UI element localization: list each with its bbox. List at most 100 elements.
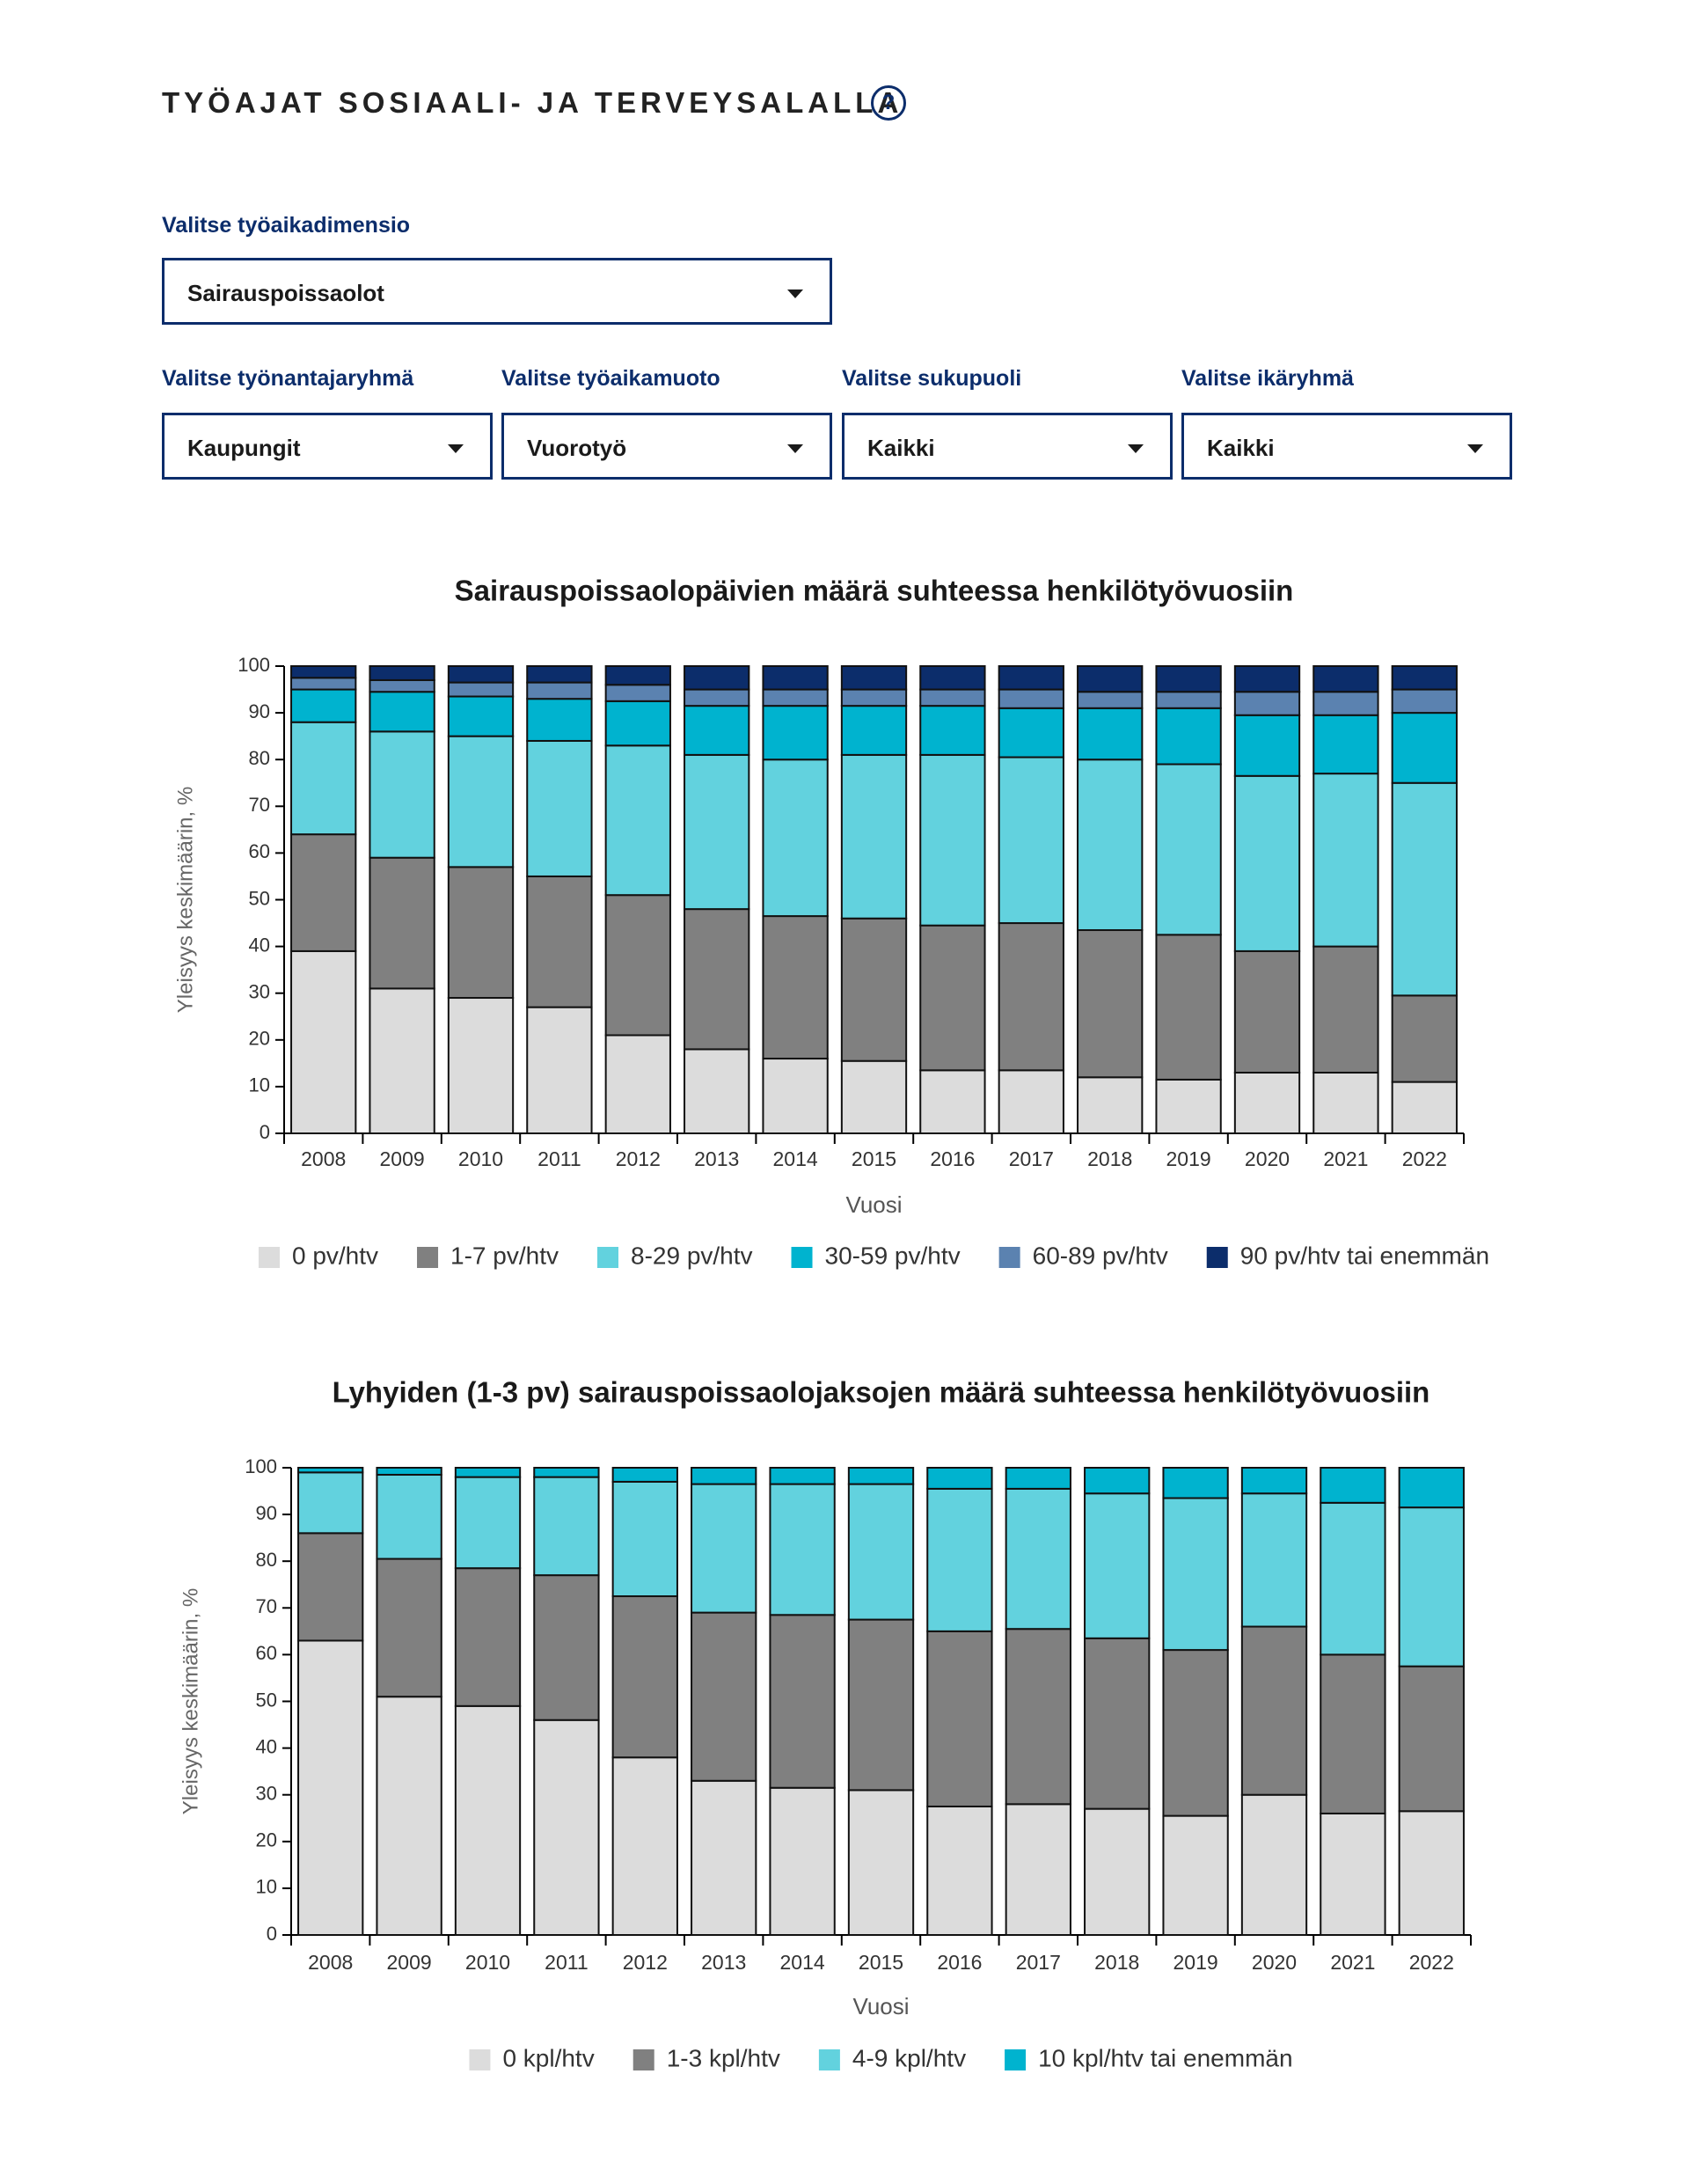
bar-segment [1155, 934, 1222, 1081]
bar-segment [1077, 665, 1144, 693]
control-label: Valitse ikäryhmä [1181, 366, 1354, 391]
bar-segment [998, 707, 1064, 759]
bar-segment [1240, 1793, 1308, 1936]
bar-segment [769, 1467, 836, 1485]
bar-segment [762, 665, 829, 691]
bar-segment [369, 730, 435, 859]
bar-segment [762, 1058, 829, 1135]
bar-segment [840, 705, 908, 756]
bar-segment [998, 1069, 1064, 1134]
bar-segment [684, 665, 750, 691]
legend-label: 8-29 pv/htv [631, 1242, 753, 1269]
bar-segment [1312, 945, 1379, 1074]
x-tick-label: 2010 [465, 1951, 510, 1974]
bar-segment [1233, 949, 1301, 1074]
x-tick-label: 2012 [616, 1147, 661, 1170]
bar-segment [1312, 773, 1379, 948]
x-tick-label: 2011 [537, 1147, 581, 1170]
legend-swatch [596, 1247, 618, 1268]
y-tick-label: 0 [267, 1923, 277, 1945]
x-axis-label: Vuosi [852, 1993, 909, 2019]
control-label: Valitse työaikamuoto [501, 366, 720, 391]
bar-segment [611, 1480, 678, 1598]
y-tick-label: 70 [249, 794, 270, 816]
bar-segment [762, 915, 829, 1060]
bar-segment [297, 1467, 364, 1474]
bar-segment [369, 987, 435, 1135]
bar-segment [926, 1630, 993, 1807]
bar-segment [376, 1557, 442, 1698]
y-tick-label: 20 [256, 1829, 277, 1851]
x-tick-label: 2018 [1094, 1951, 1139, 1974]
bar-segment [376, 1467, 442, 1476]
bar-segment [1398, 1665, 1465, 1813]
bar-segment [376, 1696, 442, 1936]
y-tick-label: 30 [249, 981, 270, 1003]
legend-swatch [632, 2049, 654, 2070]
legend-swatch [818, 2049, 840, 2070]
bar-segment [533, 1719, 600, 1936]
bar-segment [1084, 1637, 1151, 1810]
x-tick-label: 2021 [1323, 1147, 1368, 1170]
bar-segment [526, 698, 593, 742]
y-tick-label: 0 [260, 1121, 270, 1143]
bar-segment [926, 1805, 993, 1937]
y-tick-label: 60 [256, 1642, 277, 1664]
bar-segment [684, 688, 750, 707]
bar-segment [1005, 1628, 1071, 1806]
bar-segment [1077, 691, 1144, 709]
legend-label: 90 pv/htv tai enemmän [1240, 1242, 1489, 1269]
y-tick-label: 30 [256, 1783, 277, 1805]
bar-segment [1320, 1501, 1386, 1656]
dropdown[interactable]: Kaikki [1181, 413, 1512, 480]
page-title: TYÖAJAT SOSIAALI- JA TERVEYSALALLA [162, 86, 903, 119]
legend-label: 0 kpl/htv [502, 2044, 594, 2071]
bar-segment [1391, 994, 1458, 1083]
bar-segment [526, 739, 593, 877]
legend-label: 0 pv/htv [292, 1242, 378, 1269]
bar-segment [1320, 1467, 1386, 1504]
x-tick-label: 2009 [387, 1951, 432, 1974]
bar-segment [847, 1789, 915, 1937]
bar-segment [1320, 1812, 1386, 1936]
legend-label: 1-3 kpl/htv [667, 2044, 780, 2071]
bar-segment [297, 1471, 364, 1535]
bar-segment [919, 688, 986, 707]
x-tick-label: 2010 [458, 1147, 503, 1170]
x-tick-label: 2017 [1016, 1951, 1061, 1974]
bar-segment [604, 894, 671, 1037]
bar-segment [1077, 929, 1144, 1079]
dropdown[interactable]: Kaikki [842, 413, 1173, 480]
legend-swatch [998, 1247, 1020, 1268]
bar-segment [1155, 763, 1222, 936]
x-tick-label: 2016 [930, 1147, 975, 1170]
x-tick-label: 2021 [1330, 1951, 1375, 1974]
dropdown[interactable]: Sairauspoissaolot [162, 258, 832, 325]
dropdown[interactable]: Kaupungit [162, 413, 493, 480]
bar-segment [1391, 688, 1458, 715]
bar-segment [604, 744, 671, 897]
bar-segment [1233, 691, 1301, 716]
x-tick-label: 2015 [852, 1147, 896, 1170]
bar-segment [1398, 1467, 1465, 1509]
x-tick-label: 2009 [380, 1147, 425, 1170]
bar-segment [1005, 1487, 1071, 1631]
y-tick-label: 50 [249, 887, 270, 909]
x-tick-label: 2013 [701, 1951, 746, 1974]
x-tick-label: 2008 [308, 1951, 353, 1974]
bar-segment [454, 1704, 522, 1937]
help-icon[interactable]: ? [871, 85, 906, 121]
x-axis-label: Vuosi [845, 1191, 902, 1218]
x-tick-label: 2015 [859, 1951, 903, 1974]
bar-segment [1155, 691, 1222, 709]
dropdown-value: Kaikki [867, 435, 935, 461]
x-tick-label: 2017 [1009, 1147, 1054, 1170]
legend-label: 60-89 pv/htv [1033, 1242, 1168, 1269]
dropdown[interactable]: Vuorotyö [501, 413, 832, 480]
bar-segment [684, 753, 750, 911]
x-tick-label: 2022 [1402, 1147, 1447, 1170]
x-tick-label: 2011 [545, 1951, 588, 1974]
bar-segment [290, 677, 357, 691]
bar-segment [1077, 759, 1144, 932]
legend-swatch [791, 1247, 813, 1268]
